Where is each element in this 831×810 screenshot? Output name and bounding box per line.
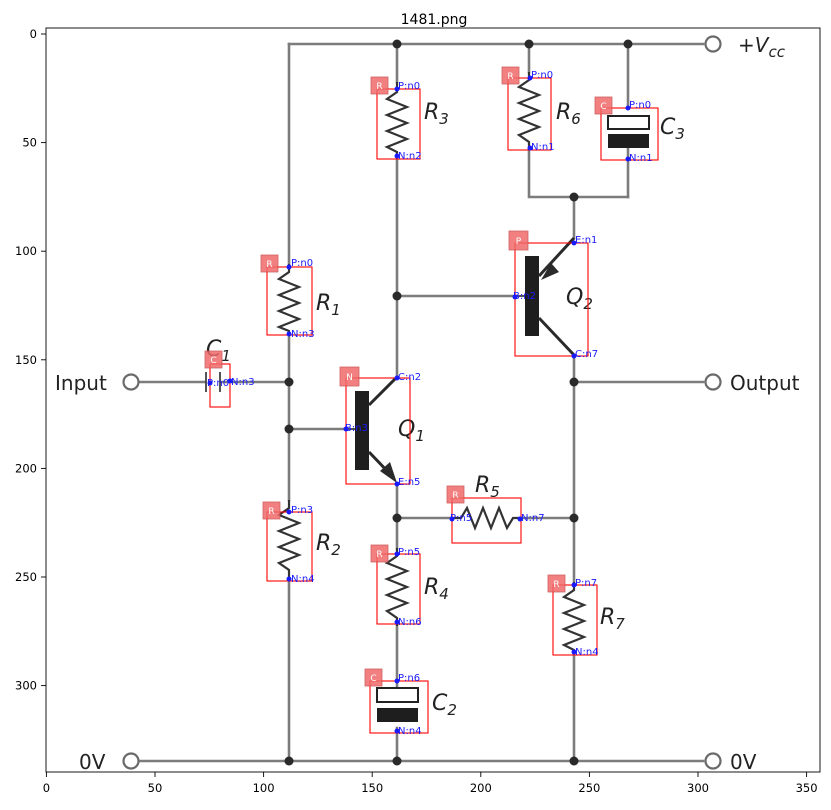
svg-text:C: C [600, 102, 606, 112]
svg-text:P:n3: P:n3 [291, 505, 313, 516]
annotation-q1: N C:n2 B:n3 E:n5 [339, 366, 421, 488]
annotation-r5: R P:n5 N:n7 [446, 485, 545, 544]
svg-text:E:n1: E:n1 [575, 235, 597, 246]
terminals [122, 35, 722, 770]
svg-text:R: R [553, 580, 559, 590]
y-tick-label: 50 [22, 136, 37, 150]
svg-text:C:n7: C:n7 [575, 349, 598, 360]
annotation-r4: R P:n5 N:n6 [370, 544, 422, 628]
svg-text:P:n0: P:n0 [291, 258, 313, 269]
svg-text:R4: R4 [424, 575, 449, 603]
annotation-q2: P E:n1 B:n2 C:n7 [508, 230, 598, 360]
svg-text:P:n0: P:n0 [398, 81, 420, 92]
svg-text:P:n7: P:n7 [575, 578, 597, 589]
output-terminal [704, 373, 722, 391]
svg-text:P: P [516, 237, 522, 247]
svg-text:C2: C2 [432, 691, 457, 719]
annotation-r2: R P:n3 N:n4 [262, 501, 315, 585]
svg-text:R3: R3 [424, 100, 449, 128]
y-tick-label: 300 [15, 679, 37, 693]
component-labels: C1 R1 R2 R3 R4 C2 Q1 R5 R6 C3 Q2 R7 [206, 100, 685, 719]
axes-frame [45, 27, 821, 773]
svg-text:N:n1: N:n1 [531, 142, 555, 153]
svg-text:C: C [370, 674, 376, 684]
annotation-r6: R P:n0 N:n1 [501, 66, 555, 153]
zero-right-label: 0V [730, 750, 757, 774]
svg-text:N:n3: N:n3 [291, 329, 315, 340]
x-tick-label: 50 [148, 781, 163, 795]
capacitor-symbols [205, 115, 650, 722]
svg-text:N:n4: N:n4 [398, 726, 422, 737]
annotation-r3: R P:n0 N:n2 [370, 76, 422, 162]
input-terminal [122, 373, 140, 391]
svg-text:P:n0: P:n0 [531, 70, 553, 81]
svg-text:N:n6: N:n6 [398, 617, 422, 628]
svg-text:N:n2: N:n2 [398, 151, 422, 162]
input-label: Input [55, 371, 107, 395]
svg-text:R6: R6 [556, 100, 581, 128]
wires [138, 42, 705, 763]
annotation-c3: C P:n0 N:n1 [594, 96, 659, 164]
zero-left-label: 0V [79, 750, 106, 774]
svg-text:C3: C3 [660, 115, 685, 143]
svg-text:R: R [266, 260, 272, 270]
svg-text:R2: R2 [316, 531, 341, 559]
svg-text:E:n5: E:n5 [398, 477, 420, 488]
svg-text:C: C [210, 356, 216, 366]
annotation-r7: R P:n7 N:n4 [547, 574, 599, 658]
svg-text:P:n5: P:n5 [450, 513, 472, 524]
y-tick-label: 250 [15, 570, 37, 584]
svg-text:C:n2: C:n2 [398, 372, 421, 383]
svg-text:P:n0: P:n0 [629, 100, 651, 111]
figure-title: 1481.png [401, 12, 468, 28]
zero-left-terminal [122, 752, 140, 770]
zero-right-terminal [704, 752, 722, 770]
x-tick-label: 0 [43, 781, 50, 795]
annotation-r1: R P:n0 N:n3 [260, 254, 315, 340]
svg-text:P:n0: P:n0 [207, 378, 229, 389]
y-tick-label: 150 [15, 353, 37, 367]
x-tick-label: 200 [470, 781, 492, 795]
svg-text:R7: R7 [600, 605, 625, 633]
y-tick-label: 200 [15, 461, 37, 475]
x-tick-label: 350 [796, 781, 818, 795]
x-tick-label: 150 [361, 781, 383, 795]
annotation-c1: C P:n0 N:n3 [204, 350, 255, 408]
output-label: Output [730, 371, 800, 395]
svg-text:R1: R1 [316, 291, 341, 319]
svg-text:Q1: Q1 [398, 417, 425, 445]
junction-dots [284, 39, 633, 766]
x-tick-label: 300 [687, 781, 709, 795]
svg-text:R: R [376, 82, 382, 92]
svg-text:R5: R5 [475, 473, 500, 501]
svg-text:B:n3: B:n3 [345, 423, 368, 434]
svg-text:N:n4: N:n4 [575, 647, 599, 658]
svg-text:P:n5: P:n5 [398, 547, 420, 558]
x-tick-label: 100 [253, 781, 275, 795]
svg-text:N: N [346, 373, 353, 383]
image-panel [46, 28, 820, 772]
svg-text:R: R [268, 507, 274, 517]
svg-text:N:n4: N:n4 [291, 574, 315, 585]
svg-text:N:n3: N:n3 [231, 377, 255, 388]
annotation-c2: C P:n6 N:n4 [364, 668, 429, 737]
y-tick-label: 100 [15, 244, 37, 258]
vcc-label: +Vcc [738, 33, 786, 61]
x-tick-label: 250 [578, 781, 600, 795]
axis-ticks: 0 50 100 150 200 250 300 350 0 50 100 150 200 250 300 [15, 27, 818, 795]
svg-text:B:n2: B:n2 [513, 291, 536, 302]
svg-text:N:n1: N:n1 [629, 153, 653, 164]
svg-text:R: R [507, 72, 513, 82]
y-tick-label: 0 [30, 27, 37, 41]
transistor-symbols [346, 236, 576, 483]
vcc-terminal [704, 35, 722, 53]
svg-text:R: R [452, 491, 458, 501]
resistor-symbols [276, 72, 587, 654]
svg-text:R: R [376, 550, 382, 560]
svg-text:P:n6: P:n6 [398, 673, 420, 684]
svg-text:N:n7: N:n7 [521, 513, 545, 524]
